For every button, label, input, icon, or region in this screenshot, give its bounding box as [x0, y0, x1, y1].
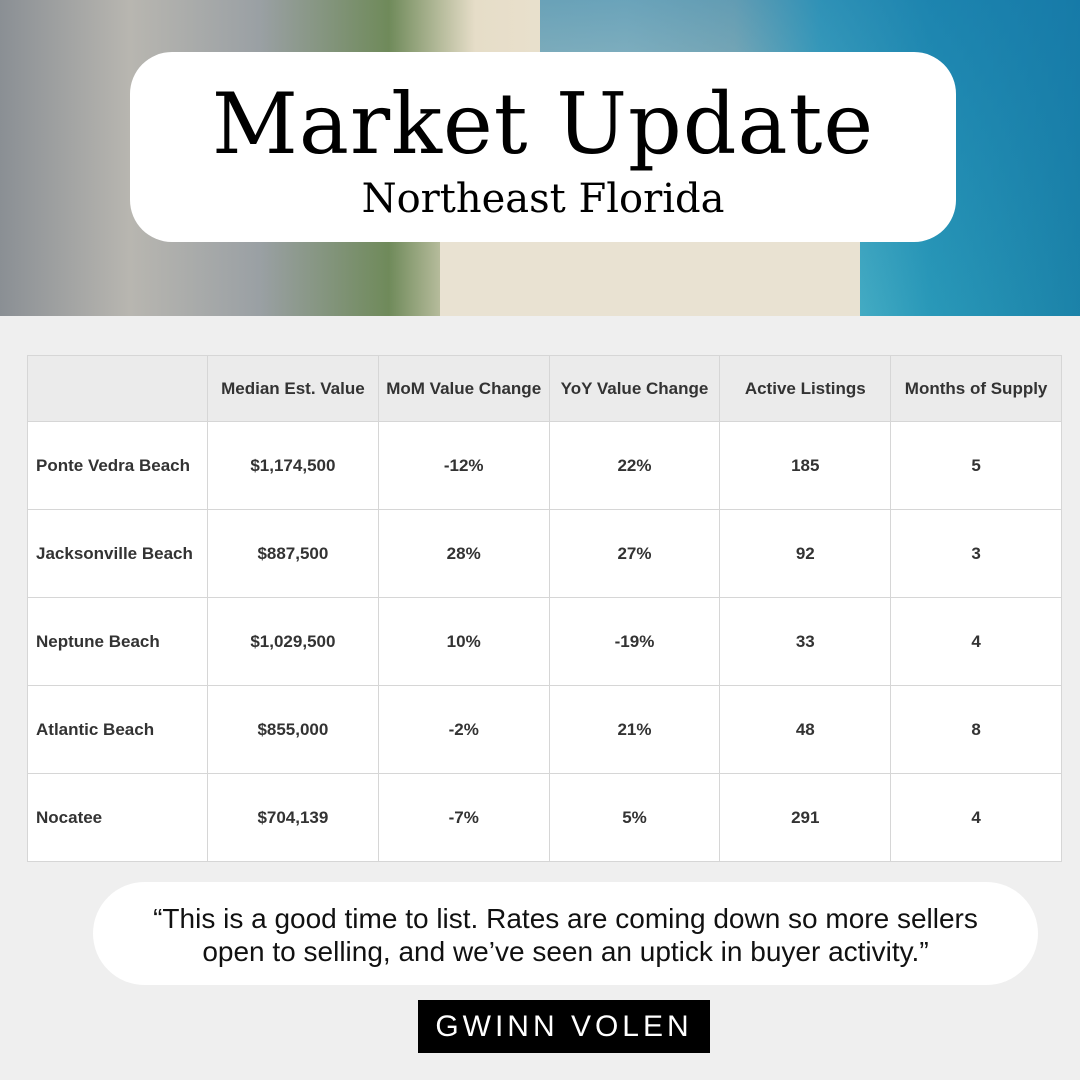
- table-cell: 4: [890, 773, 1062, 862]
- table-cell: -2%: [377, 685, 550, 774]
- signature-label: GWINN VOLEN: [418, 1000, 710, 1053]
- table-cell: 185: [719, 421, 892, 510]
- column-header: Months of Supply: [890, 355, 1062, 422]
- table-cell: 33: [719, 597, 892, 686]
- table-cell: -19%: [548, 597, 721, 686]
- table-cell: $855,000: [207, 685, 379, 774]
- column-header: [27, 355, 208, 422]
- row-label: Ponte Vedra Beach: [27, 421, 208, 510]
- table-row: Jacksonville Beach $887,500 28% 27% 92 3: [27, 509, 1062, 598]
- table-cell: 28%: [377, 509, 550, 598]
- quote-line: open to selling, and we’ve seen an uptic…: [202, 936, 929, 967]
- column-header: Median Est. Value: [207, 355, 379, 422]
- table-cell: 10%: [377, 597, 550, 686]
- table-cell: 5: [890, 421, 1062, 510]
- table-row: Ponte Vedra Beach $1,174,500 -12% 22% 185 5: [27, 421, 1062, 510]
- table-cell: $1,174,500: [207, 421, 379, 510]
- table-cell: -12%: [377, 421, 550, 510]
- table-cell: -7%: [377, 773, 550, 862]
- table-cell: 22%: [548, 421, 721, 510]
- quote-line: “This is a good time to list. Rates are …: [153, 903, 978, 934]
- page-subtitle: Northeast Florida: [361, 176, 725, 222]
- table-row: Nocatee $704,139 -7% 5% 291 4: [27, 773, 1062, 862]
- table-cell: $704,139: [207, 773, 379, 862]
- quote-bubble: “This is a good time to list. Rates are …: [93, 882, 1038, 985]
- row-label: Atlantic Beach: [27, 685, 208, 774]
- row-label: Neptune Beach: [27, 597, 208, 686]
- table-cell: 21%: [548, 685, 721, 774]
- column-header: Active Listings: [719, 355, 892, 422]
- table-row: Atlantic Beach $855,000 -2% 21% 48 8: [27, 685, 1062, 774]
- table-cell: 4: [890, 597, 1062, 686]
- table-cell: $887,500: [207, 509, 379, 598]
- table-cell: $1,029,500: [207, 597, 379, 686]
- column-header: YoY Value Change: [548, 355, 721, 422]
- table-cell: 5%: [548, 773, 721, 862]
- table-cell: 92: [719, 509, 892, 598]
- table-cell: 3: [890, 509, 1062, 598]
- row-label: Nocatee: [27, 773, 208, 862]
- table-cell: 291: [719, 773, 892, 862]
- table-row: Neptune Beach $1,029,500 10% -19% 33 4: [27, 597, 1062, 686]
- table-cell: 48: [719, 685, 892, 774]
- column-header: MoM Value Change: [377, 355, 550, 422]
- table-header: Median Est. Value MoM Value Change YoY V…: [27, 355, 1062, 422]
- market-table: Median Est. Value MoM Value Change YoY V…: [27, 355, 1062, 862]
- table-cell: 27%: [548, 509, 721, 598]
- row-label: Jacksonville Beach: [27, 509, 208, 598]
- title-card: Market Update Northeast Florida: [130, 52, 956, 242]
- table-cell: 8: [890, 685, 1062, 774]
- page-title: Market Update: [211, 75, 875, 173]
- beach-sand: [440, 240, 860, 316]
